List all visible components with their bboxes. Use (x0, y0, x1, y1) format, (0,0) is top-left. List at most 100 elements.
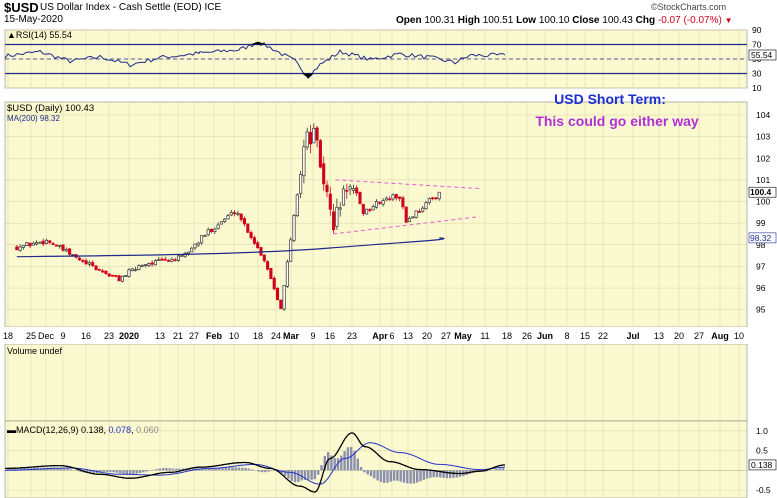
candle-body (282, 285, 286, 310)
rsi-legend: ▲RSI(14) 55.54 (7, 30, 72, 40)
candle-body (351, 188, 355, 191)
macd-hist-bar (56, 467, 59, 471)
macd-hist-bar (119, 470, 122, 474)
annotation-title: USD Short Term: (554, 91, 666, 107)
macd-hist-bar (445, 470, 449, 479)
macd-hist-bar (498, 468, 501, 471)
candle-body (407, 217, 412, 222)
candle-body (81, 260, 85, 262)
close-value: 100.43 (602, 15, 633, 26)
candle-body (285, 261, 289, 287)
candle-body (35, 242, 39, 245)
date-axis-strip (0, 327, 777, 344)
candle-body (384, 197, 388, 201)
ma-last-tag: 98.32 (750, 233, 772, 243)
candle-body (266, 261, 270, 270)
macd-hist-bar (89, 470, 92, 474)
candle-body (348, 186, 352, 190)
price-tick-label: 97 (756, 261, 766, 271)
candle-body (58, 244, 62, 247)
x-tick-label: 11 (480, 331, 489, 341)
macd-hist-bar (383, 470, 386, 483)
price-tick-label: 102 (756, 153, 770, 163)
stock-chart: 18 25 Dec 9 16 23 2020 13 21 27 Feb 10 18 24 Mar 9 16 23 A… (0, 27, 777, 498)
macd-hist-bar (359, 467, 363, 471)
candle-body (87, 262, 91, 265)
macd-hist-bar (363, 470, 366, 473)
candle-body (163, 258, 167, 261)
candle-body (170, 259, 174, 262)
candle-body (200, 235, 204, 244)
panel-macd-bg (4, 420, 748, 498)
candle-body (114, 275, 118, 277)
candle-body (31, 242, 35, 246)
candle-body (84, 260, 88, 265)
candle-body (104, 270, 108, 274)
x-tick-label: 16 (81, 331, 91, 341)
macd-hist-bar (105, 470, 109, 472)
candle-body (137, 265, 141, 270)
close-label: Close (572, 15, 600, 26)
macd-hist-bar (53, 467, 56, 471)
macd-tick-label: -0.5 (756, 485, 771, 495)
macd-hist-bar (234, 467, 237, 471)
candle-body (94, 265, 98, 270)
macd-hist-bar (178, 468, 181, 471)
candle-body (365, 208, 369, 215)
candle-body (272, 277, 276, 290)
candle-body (160, 258, 164, 261)
macd-hist-bar (158, 468, 161, 471)
candle-body (206, 229, 210, 236)
macd-hist-bar (392, 470, 396, 481)
candle-body (15, 246, 19, 251)
macd-hist-bar (247, 468, 251, 471)
x-tick-label: 24 (271, 331, 281, 341)
macd-hist-bar (290, 470, 293, 481)
macd-hist-bar (323, 455, 326, 471)
macd-hist-bar (109, 470, 112, 472)
candle-body (355, 187, 359, 194)
macd-hist-bar (59, 467, 62, 471)
x-tick-label: 27 (189, 331, 199, 341)
candle-body (97, 268, 101, 271)
price-tick-label: 95 (756, 305, 766, 315)
price-last-tag-box (748, 186, 777, 198)
x-tick-label: Dec (38, 331, 55, 341)
candle-body (25, 242, 29, 246)
candle-body (38, 241, 42, 244)
candle-body (120, 275, 124, 282)
candle-body (226, 215, 230, 220)
macd-hist-bar (449, 470, 452, 479)
macd-hist-bar (138, 470, 142, 474)
rsi-tick-label: 10 (752, 83, 762, 93)
x-tick-label: 20 (674, 331, 684, 341)
brand-label: ©StockCharts.com (651, 2, 727, 12)
macd-hist-bar (49, 467, 53, 471)
chart-header: $USD US Dollar Index - Cash Settle (EOD)… (0, 0, 777, 27)
candle-body (361, 204, 365, 214)
candle-body (176, 255, 181, 261)
price-tick-label: 100 (756, 197, 770, 207)
macd-hist-bar (310, 470, 313, 480)
chg-down-icon: ▼ (724, 16, 733, 25)
macd-hist-bar (224, 467, 227, 471)
macd-hist-bar (425, 470, 429, 479)
candle-body (259, 247, 263, 256)
candle-body (312, 127, 316, 144)
candle-body (77, 257, 82, 261)
lower-trendline (332, 216, 480, 235)
macd-hist-bar (284, 470, 287, 476)
x-tick-label: 13 (155, 331, 165, 341)
rsi-tick-label: 70 (752, 40, 762, 50)
candle-body (44, 239, 49, 244)
x-tick-label: Jun (537, 331, 553, 341)
x-tick-label: 9 (310, 331, 315, 341)
x-tick-label: 13 (403, 331, 413, 341)
candles (15, 123, 441, 312)
macd-hist-bar (386, 470, 389, 483)
candle-body (216, 224, 220, 229)
macd-hist-bar (343, 451, 346, 471)
x-tick-label: 10 (734, 331, 744, 341)
macd-hist-bar (389, 470, 392, 482)
macd-hist-bar (161, 468, 165, 471)
